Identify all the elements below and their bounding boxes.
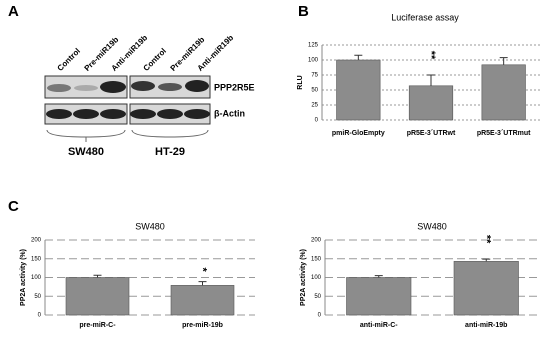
y-axis-label: PP2A activity (%) xyxy=(300,249,307,306)
error-bar xyxy=(354,54,363,60)
panel-label: B xyxy=(298,3,309,20)
chart-title: SW480 xyxy=(135,221,165,231)
x-tick-label: pmiR-GloEmpty xyxy=(332,130,385,137)
lane-label: Control xyxy=(142,46,168,72)
panel-label: A xyxy=(8,3,19,20)
chart-title: SW480 xyxy=(417,221,447,231)
x-tick-label: pR5E-3´UTRmut xyxy=(477,130,531,137)
band-label: PPP2R5E xyxy=(214,82,255,92)
bar xyxy=(170,285,235,316)
significance: ** xyxy=(480,235,492,244)
y-tick-label: 200 xyxy=(31,238,42,244)
error-bar xyxy=(427,74,435,86)
error-bar xyxy=(482,258,491,262)
y-tick-label: 0 xyxy=(315,118,319,124)
error-bar xyxy=(374,275,383,278)
lane-label: Control xyxy=(56,46,82,72)
y-tick-label: 125 xyxy=(308,43,319,49)
y-tick-label: 100 xyxy=(31,275,42,281)
panel-label: C xyxy=(8,198,19,215)
y-tick-label: 100 xyxy=(308,58,319,64)
y-tick-label: 0 xyxy=(38,313,42,319)
significance: ** xyxy=(425,51,437,60)
error-bar xyxy=(499,57,508,65)
y-tick-label: 50 xyxy=(314,294,321,300)
cell-line-label: HT-29 xyxy=(155,146,185,158)
band-label: β-Actin xyxy=(214,108,245,118)
y-tick-label: 75 xyxy=(311,73,318,79)
significance: * xyxy=(197,267,209,272)
x-tick-label: anti-miR-C- xyxy=(360,322,398,329)
error-bar xyxy=(93,274,102,278)
x-tick-label: pR5E-3´UTRwt xyxy=(407,130,456,137)
bar xyxy=(336,59,381,121)
chart-title: Luciferase assay xyxy=(391,12,459,22)
bar xyxy=(346,277,412,316)
blot-image xyxy=(44,75,211,142)
bar xyxy=(453,261,519,316)
y-tick-label: 25 xyxy=(311,103,318,109)
bar xyxy=(65,277,130,316)
y-axis-label: RLU xyxy=(297,75,304,89)
y-tick-label: 150 xyxy=(31,256,42,262)
x-tick-label: pre-miR-19b xyxy=(182,322,223,329)
bar xyxy=(481,64,526,121)
x-tick-label: anti-miR-19b xyxy=(465,322,507,329)
y-tick-label: 0 xyxy=(318,313,322,319)
y-tick-label: 200 xyxy=(311,238,322,244)
bar xyxy=(408,85,454,121)
y-tick-label: 100 xyxy=(311,275,322,281)
y-tick-label: 150 xyxy=(311,256,322,262)
y-tick-label: 50 xyxy=(311,88,318,94)
y-axis-label: PP2A activity (%) xyxy=(20,249,27,306)
error-bar xyxy=(198,281,207,286)
x-tick-label: pre-miR-C- xyxy=(79,322,116,329)
y-tick-label: 50 xyxy=(34,294,41,300)
cell-line-label: SW480 xyxy=(68,146,104,158)
